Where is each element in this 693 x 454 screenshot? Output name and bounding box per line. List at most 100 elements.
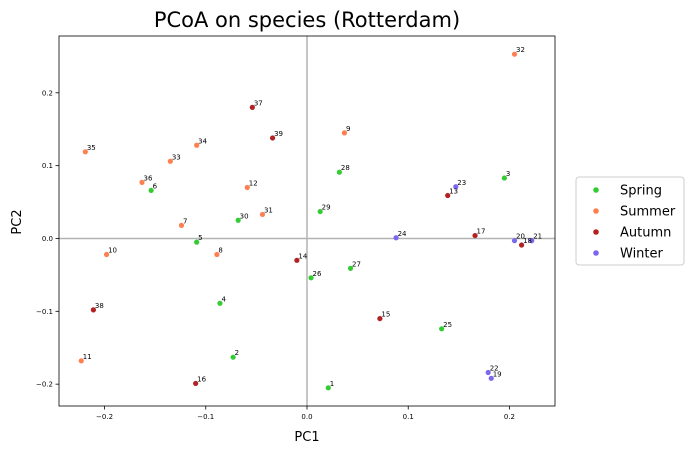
x-tick-label: 0.0 bbox=[301, 413, 312, 421]
point-label: 8 bbox=[218, 247, 222, 255]
data-point-winter bbox=[511, 238, 518, 244]
point-label: 24 bbox=[398, 230, 407, 238]
point-label: 6 bbox=[153, 182, 158, 190]
reference-lines bbox=[59, 36, 555, 406]
point-label: 27 bbox=[352, 260, 361, 268]
point-label: 31 bbox=[264, 206, 273, 214]
point-label: 2 bbox=[235, 349, 239, 357]
legend: Spring Summer Autumn Winter bbox=[575, 176, 685, 266]
data-point-summer bbox=[103, 251, 110, 258]
legend-label-autumn: Autumn bbox=[620, 226, 671, 241]
data-point-summer bbox=[139, 179, 145, 185]
point-label: 35 bbox=[87, 144, 96, 152]
point-label: 39 bbox=[274, 130, 283, 138]
data-point-spring bbox=[235, 217, 241, 223]
data-point-autumn bbox=[472, 232, 478, 239]
point-label: 26 bbox=[313, 270, 322, 278]
point-label: 29 bbox=[322, 204, 331, 212]
data-point-winter bbox=[529, 238, 535, 244]
point-label: 23 bbox=[457, 179, 466, 187]
data-point-spring bbox=[347, 265, 354, 271]
point-label: 22 bbox=[490, 364, 499, 372]
data-point-autumn bbox=[193, 380, 199, 387]
legend-label-summer: Summer bbox=[620, 205, 676, 220]
legend-label-spring: Spring bbox=[620, 184, 662, 199]
point-label: 38 bbox=[95, 302, 104, 310]
data-point-summer bbox=[178, 222, 185, 228]
x-tick-label: −0.1 bbox=[197, 413, 214, 421]
data-point-summer bbox=[511, 51, 518, 57]
x-axis-ticks: −0.2 −0.1 0.0 0.1 0.2 bbox=[96, 406, 515, 421]
data-point-spring bbox=[317, 208, 323, 215]
point-label: 15 bbox=[381, 311, 390, 319]
legend-marker-summer bbox=[593, 208, 599, 214]
point-label: 10 bbox=[108, 247, 117, 255]
chart-title: PCoA on species (Rotterdam) bbox=[154, 8, 460, 32]
legend-label-winter: Winter bbox=[620, 247, 664, 262]
data-point-winter bbox=[393, 235, 399, 241]
point-label: 34 bbox=[198, 137, 207, 145]
point-label: 21 bbox=[533, 233, 542, 241]
point-label: 4 bbox=[221, 295, 226, 303]
data-point-autumn bbox=[445, 192, 451, 199]
data-point-spring bbox=[325, 385, 331, 391]
point-label: 5 bbox=[198, 234, 202, 242]
x-tick-label: 0.2 bbox=[504, 413, 515, 421]
data-point-autumn bbox=[269, 135, 276, 141]
data-point-summer bbox=[214, 251, 220, 258]
data-points bbox=[78, 51, 535, 391]
point-label: 12 bbox=[249, 179, 258, 187]
point-label: 19 bbox=[493, 370, 502, 378]
data-point-summer bbox=[194, 142, 200, 148]
point-label: 30 bbox=[240, 212, 249, 220]
point-label: 9 bbox=[346, 125, 350, 133]
data-point-autumn bbox=[518, 242, 525, 248]
data-point-winter bbox=[485, 369, 491, 376]
legend-marker-winter bbox=[593, 250, 599, 256]
data-point-spring bbox=[439, 326, 445, 332]
data-point-summer bbox=[167, 158, 173, 164]
point-label: 1 bbox=[330, 380, 334, 388]
data-point-autumn bbox=[249, 104, 255, 110]
data-point-autumn bbox=[294, 257, 300, 263]
data-point-spring bbox=[217, 300, 223, 306]
point-label: 20 bbox=[516, 233, 525, 241]
data-point-spring bbox=[308, 275, 314, 281]
point-label: 36 bbox=[144, 174, 153, 182]
data-point-summer bbox=[259, 211, 266, 218]
point-label: 14 bbox=[298, 252, 307, 260]
point-label: 25 bbox=[443, 321, 452, 329]
data-point-summer bbox=[341, 130, 348, 136]
y-tick-label: 0.0 bbox=[42, 235, 53, 243]
y-tick-label: −0.2 bbox=[36, 381, 53, 389]
point-label: 18 bbox=[523, 237, 532, 245]
point-label: 13 bbox=[449, 188, 458, 196]
y-tick-label: −0.1 bbox=[36, 308, 53, 316]
data-point-spring bbox=[148, 187, 154, 194]
data-point-winter bbox=[453, 184, 459, 190]
data-point-summer bbox=[244, 184, 250, 191]
data-point-summer bbox=[78, 358, 84, 364]
point-label: 16 bbox=[197, 375, 206, 383]
data-point-autumn bbox=[377, 315, 383, 322]
point-label: 28 bbox=[341, 164, 350, 172]
y-axis-ticks: −0.2 −0.1 0.0 0.1 0.2 bbox=[36, 89, 59, 389]
data-point-autumn bbox=[90, 307, 97, 313]
point-labels: 1234562526272829307891011123132333435361… bbox=[83, 46, 542, 388]
point-label: 17 bbox=[477, 228, 486, 236]
legend-marker-spring bbox=[593, 187, 599, 193]
data-point-summer bbox=[82, 149, 88, 155]
data-point-spring bbox=[336, 169, 342, 175]
y-tick-label: 0.2 bbox=[42, 89, 53, 97]
point-label: 32 bbox=[516, 46, 525, 54]
legend-frame bbox=[575, 176, 685, 266]
point-label: 3 bbox=[506, 170, 510, 178]
data-point-winter bbox=[488, 375, 494, 381]
data-point-spring bbox=[230, 354, 236, 360]
data-point-spring bbox=[501, 175, 507, 181]
x-tick-label: −0.2 bbox=[96, 413, 113, 421]
point-label: 11 bbox=[83, 353, 92, 361]
point-label: 33 bbox=[172, 153, 181, 161]
data-point-spring bbox=[194, 239, 200, 245]
